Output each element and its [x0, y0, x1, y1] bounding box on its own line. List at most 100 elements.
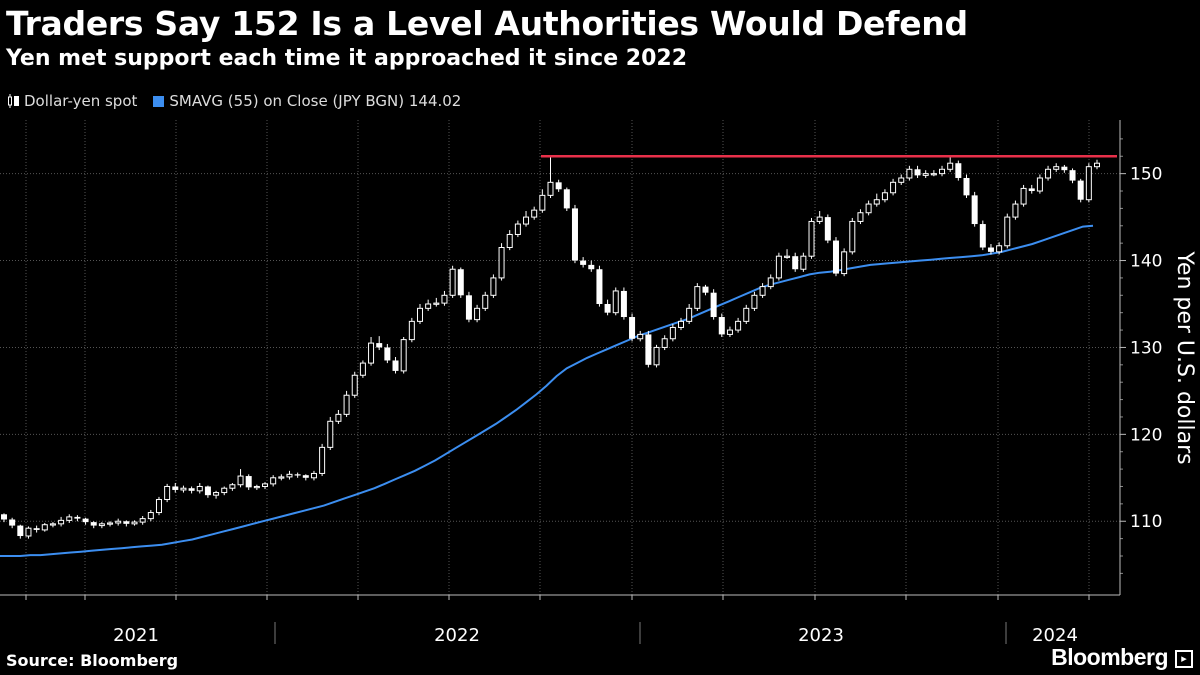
- candle-up: [726, 329, 733, 335]
- candle-up: [881, 192, 888, 201]
- candle-up: [327, 420, 334, 448]
- candle-up: [433, 302, 440, 305]
- candle-up: [890, 181, 897, 194]
- candle-up: [523, 216, 530, 225]
- candle-down: [914, 169, 921, 176]
- candle-up: [425, 303, 432, 309]
- brand-logo: Bloomberg: [1051, 644, 1168, 670]
- candle-down: [580, 260, 587, 265]
- candle-up: [147, 512, 154, 520]
- candle-up: [1085, 166, 1092, 201]
- y-axis-title: Yen per U.S. dollars: [1172, 250, 1197, 464]
- candles-series: [1, 157, 1100, 539]
- candle-down: [457, 269, 464, 296]
- candle-down: [245, 476, 252, 488]
- candle-up: [196, 485, 203, 492]
- candle-down: [792, 256, 799, 270]
- candle-up: [816, 216, 823, 222]
- legend-item-sma: SMAVG (55) on Close (JPY BGN) 144.02: [153, 92, 461, 110]
- candle-up: [474, 307, 481, 321]
- candle-up: [1012, 203, 1019, 218]
- candle-up: [262, 483, 269, 487]
- candle-up: [996, 245, 1003, 253]
- xtick-label-2024: 2024: [1032, 625, 1078, 646]
- candle-up: [531, 209, 538, 218]
- candle-up: [482, 294, 489, 309]
- candle-up: [229, 484, 236, 489]
- candle-up: [107, 522, 114, 525]
- candle-up: [775, 255, 782, 279]
- legend-item-spot: Dollar-yen spot: [8, 92, 137, 110]
- candle-up: [359, 362, 366, 376]
- candle-up: [115, 520, 122, 524]
- candle-up: [930, 173, 937, 176]
- candle-down: [1069, 170, 1076, 181]
- candle-up: [800, 255, 807, 270]
- candle-down: [555, 182, 562, 190]
- candle-up: [41, 524, 48, 531]
- candle-down: [620, 290, 627, 318]
- candle-down: [718, 317, 725, 335]
- candle-up: [735, 320, 742, 331]
- candle-down: [74, 516, 81, 519]
- candle-up: [1045, 168, 1052, 179]
- candle-down: [824, 217, 831, 241]
- bloomberg-terminal-icon: ▸: [1175, 650, 1193, 668]
- xtick-label-2021: 2021: [113, 625, 159, 646]
- candle-down: [702, 286, 709, 293]
- source-note: Source: Bloomberg: [6, 651, 179, 670]
- candle-up: [25, 527, 32, 537]
- candle-down: [1, 514, 7, 520]
- candle-down: [710, 292, 717, 318]
- candle-up: [678, 320, 685, 328]
- candle-up: [449, 268, 456, 296]
- candle-up: [857, 212, 864, 222]
- candle-down: [376, 343, 383, 348]
- candle-up: [278, 476, 285, 479]
- candle-down: [302, 475, 309, 478]
- candle-down: [384, 347, 391, 361]
- xtick-label-2022: 2022: [434, 625, 480, 646]
- candle-down: [172, 486, 179, 490]
- ytick-label-120: 120: [1130, 425, 1162, 445]
- candle-up: [939, 168, 946, 175]
- candle-down: [17, 525, 24, 537]
- candle-up: [808, 220, 815, 257]
- candle-down: [963, 177, 970, 196]
- axis-labels: 110 120 130 140 150 2021 2022 2023 2024 Yen per U…: [113, 165, 1197, 646]
- candle-up: [335, 413, 342, 422]
- candle-up: [368, 342, 375, 364]
- candle-up: [237, 475, 244, 486]
- gridlines: [0, 120, 1120, 595]
- candle-up: [743, 307, 750, 322]
- candle-down: [123, 521, 130, 524]
- candle-up: [221, 487, 228, 494]
- chart-title: Traders Say 152 Is a Level Authorities W…: [6, 4, 968, 43]
- candle-up: [637, 333, 644, 340]
- candle-up: [784, 255, 791, 258]
- chart-legend: Dollar-yen spot SMAVG (55) on Close (JPY…: [8, 92, 477, 110]
- candle-up: [865, 203, 872, 214]
- candle-up: [547, 181, 554, 196]
- candle-up: [922, 173, 929, 176]
- candle-down: [9, 519, 16, 526]
- candle-up: [612, 290, 619, 314]
- candle-up: [947, 162, 954, 170]
- candle-down: [33, 528, 40, 530]
- candle-down: [832, 240, 839, 274]
- candle-up: [694, 286, 701, 309]
- candle-up: [873, 199, 880, 205]
- candle-up: [286, 473, 293, 478]
- candle-up: [767, 277, 774, 288]
- candle-up: [1004, 216, 1011, 247]
- candle-up: [155, 499, 162, 514]
- candle-up: [310, 472, 317, 479]
- candle-up: [139, 518, 146, 523]
- candle-down: [294, 474, 301, 476]
- candle-down: [987, 247, 994, 252]
- candle-up: [49, 523, 56, 526]
- candle-up: [319, 446, 326, 474]
- candle-up: [213, 492, 220, 496]
- ytick-label-130: 130: [1130, 338, 1162, 358]
